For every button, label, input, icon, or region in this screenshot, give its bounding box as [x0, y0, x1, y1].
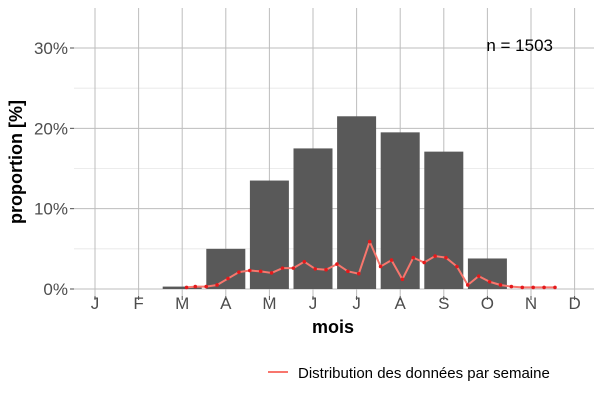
weekly-point-25	[455, 264, 459, 269]
x-tick-label-7: A	[395, 294, 407, 313]
weekly-point-18	[378, 264, 383, 269]
legend-label: Distribution des données par semaine	[298, 365, 550, 382]
weekly-point-32	[531, 285, 535, 290]
bar-A-3	[206, 248, 246, 289]
y-axis-title: proportion [%]	[6, 100, 26, 224]
weekly-point-8	[269, 271, 274, 275]
weekly-point-28	[487, 279, 492, 284]
weekly-point-19	[389, 258, 394, 262]
x-tick-label-6: J	[352, 294, 361, 313]
weekly-point-34	[553, 285, 557, 290]
weekly-point-24	[444, 255, 448, 260]
n-annotation: n = 1503	[486, 36, 553, 55]
x-tick-label-10: N	[525, 294, 537, 313]
y-tick-label-1: 10%	[34, 200, 68, 219]
weekly-point-13	[324, 267, 328, 272]
weekly-point-29	[498, 283, 503, 287]
legend: Distribution des données par semaine	[268, 365, 550, 382]
weekly-point-16	[356, 271, 361, 276]
x-tick-label-2: M	[175, 294, 189, 313]
weekly-point-0	[184, 285, 189, 290]
weekly-point-3	[215, 283, 219, 287]
weekly-point-11	[302, 259, 307, 264]
weekly-distribution	[184, 239, 557, 290]
bar-M-2	[162, 286, 202, 289]
weekly-point-12	[313, 267, 317, 271]
x-tick-label-1: F	[133, 294, 143, 313]
bar-A-7	[380, 132, 420, 289]
weekly-point-20	[400, 277, 405, 282]
y-tick-label-2: 20%	[34, 119, 68, 138]
bar-J-5	[293, 148, 333, 289]
x-tick-label-11: D	[568, 294, 580, 313]
weekly-point-21	[411, 255, 416, 260]
weekly-point-5	[237, 270, 241, 274]
x-axis-title: mois	[312, 317, 354, 337]
weekly-point-17	[367, 239, 372, 244]
weekly-point-10	[291, 266, 296, 270]
bars	[162, 116, 507, 290]
y-axis-ticks: 0% 10% 20% 30%	[34, 39, 74, 299]
bar-J-6	[337, 116, 377, 290]
weekly-point-1	[193, 284, 198, 289]
weekly-point-23	[433, 254, 437, 258]
y-tick-label-3: 30%	[34, 39, 68, 58]
weekly-point-27	[476, 274, 481, 278]
weekly-point-15	[346, 269, 350, 274]
weekly-point-9	[280, 266, 285, 270]
weekly-point-14	[335, 262, 339, 266]
weekly-point-2	[204, 284, 208, 289]
x-tick-label-4: M	[262, 294, 276, 313]
weekly-point-30	[509, 284, 514, 289]
weekly-point-22	[422, 260, 426, 265]
weekly-point-31	[520, 285, 525, 290]
weekly-point-4	[226, 276, 230, 281]
x-tick-label-5: J	[309, 294, 318, 313]
weekly-point-7	[258, 269, 263, 274]
x-tick-label-3: A	[220, 294, 232, 313]
weekly-point-26	[465, 283, 470, 287]
weekly-point-33	[542, 285, 546, 290]
y-tick-label-0: 0%	[43, 280, 68, 299]
x-tick-label-0: J	[91, 294, 100, 313]
x-tick-label-8: S	[438, 294, 449, 313]
x-tick-label-9: O	[481, 294, 494, 313]
weekly-point-6	[247, 268, 252, 273]
